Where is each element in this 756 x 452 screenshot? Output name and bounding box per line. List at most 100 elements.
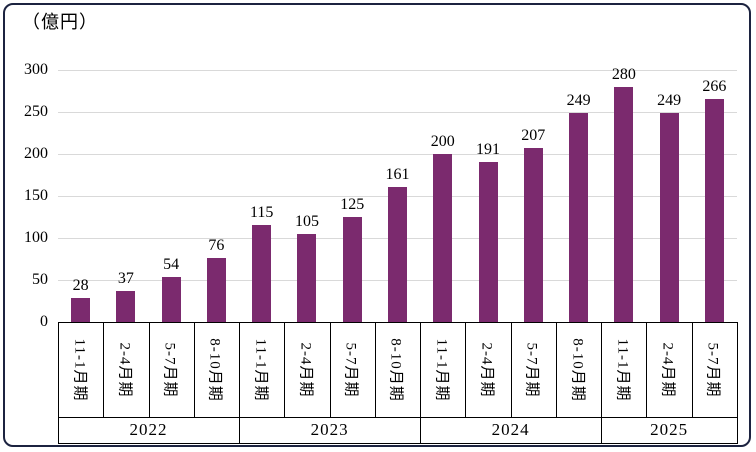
quarter-divider xyxy=(148,322,150,417)
year-divider xyxy=(737,417,738,443)
bar-10 xyxy=(478,161,498,322)
bar-1 xyxy=(71,298,91,322)
quarter-label: 11-1月期 xyxy=(433,338,450,401)
y-axis-unit-label: （億円） xyxy=(22,12,98,32)
bar-value-label-3: 54 xyxy=(163,255,180,273)
bar-value-label-1: 28 xyxy=(72,277,89,295)
quarter-label-cell-8: 8-10月期 xyxy=(375,322,420,417)
bar-value-label-14: 249 xyxy=(657,91,682,109)
quarter-label: 11-1月期 xyxy=(252,338,269,401)
quarter-divider xyxy=(646,322,648,417)
quarter-label: 5-7月期 xyxy=(704,342,721,397)
quarter-label: 2-4月期 xyxy=(659,342,676,397)
bar-11 xyxy=(523,148,543,322)
quarter-label-cell-2: 2-4月期 xyxy=(103,322,148,417)
quarter-label-cell-5: 11-1月期 xyxy=(239,322,284,417)
y-axis-tick-label-250: 250 xyxy=(24,103,48,120)
y-axis-tick-label-0: 0 xyxy=(40,313,48,330)
quarter-divider xyxy=(510,322,512,417)
quarter-label: 8-10月期 xyxy=(569,337,586,402)
gridline-200 xyxy=(58,154,737,155)
quarter-label: 8-10月期 xyxy=(206,337,223,402)
quarter-label: 11-1月期 xyxy=(71,338,88,401)
bar-3 xyxy=(161,276,181,322)
quarter-label-cell-10: 2-4月期 xyxy=(465,322,510,417)
quarter-label: 2-4月期 xyxy=(478,342,495,397)
quarter-label: 2-4月期 xyxy=(297,342,314,397)
quarter-label-cell-14: 2-4月期 xyxy=(646,322,691,417)
bar-5 xyxy=(252,225,272,322)
quarter-label: 8-10月期 xyxy=(387,337,404,402)
bar-4 xyxy=(206,258,226,322)
year-divider xyxy=(239,417,241,443)
quarter-divider xyxy=(58,322,59,417)
bar-14 xyxy=(659,112,679,322)
bar-value-label-6: 105 xyxy=(294,212,319,230)
quarter-divider xyxy=(555,322,557,417)
quarter-divider xyxy=(737,322,738,417)
bar-7 xyxy=(342,217,362,322)
bar-9 xyxy=(433,154,453,322)
bar-6 xyxy=(297,233,317,322)
quarter-label: 5-7月期 xyxy=(342,342,359,397)
quarter-label: 2-4月期 xyxy=(116,342,133,397)
quarter-label-cell-3: 5-7月期 xyxy=(149,322,194,417)
quarter-divider xyxy=(691,322,693,417)
quarter-divider xyxy=(193,322,195,417)
bar-value-label-4: 76 xyxy=(208,237,225,255)
quarter-divider xyxy=(465,322,467,417)
quarter-divider xyxy=(329,322,331,417)
bar-value-label-13: 280 xyxy=(611,65,636,83)
quarter-divider xyxy=(284,322,286,417)
bar-2 xyxy=(116,290,136,322)
year-divider xyxy=(601,417,603,443)
bar-value-label-12: 249 xyxy=(566,91,591,109)
quarter-divider xyxy=(420,322,422,417)
year-divider xyxy=(58,417,59,443)
quarter-label: 5-7月期 xyxy=(161,342,178,397)
bar-value-label-8: 161 xyxy=(385,165,410,183)
x-axis-line xyxy=(58,322,738,323)
year-label-cell-2022: 2022 xyxy=(129,420,168,439)
quarter-label-cell-1: 11-1月期 xyxy=(58,322,103,417)
bar-value-label-15: 266 xyxy=(702,77,727,95)
year-divider xyxy=(420,417,422,443)
bar-value-label-9: 200 xyxy=(430,133,455,150)
y-axis-tick-label-200: 200 xyxy=(24,145,48,162)
quarter-label-cell-7: 5-7月期 xyxy=(330,322,375,417)
quarter-label: 11-1月期 xyxy=(614,338,631,401)
bar-value-label-5: 115 xyxy=(249,204,274,222)
row-separator-line xyxy=(58,417,738,418)
quarter-label-cell-4: 8-10月期 xyxy=(194,322,239,417)
bar-12 xyxy=(569,112,589,322)
quarter-divider xyxy=(374,322,376,417)
quarter-label-cell-6: 2-4月期 xyxy=(284,322,329,417)
gridline-300 xyxy=(58,70,737,71)
quarter-divider xyxy=(239,322,241,417)
quarter-label-cell-15: 5-7月期 xyxy=(692,322,737,417)
bar-value-label-11: 207 xyxy=(521,127,546,145)
quarter-label-cell-9: 11-1月期 xyxy=(420,322,465,417)
table-bottom-line xyxy=(58,443,738,444)
y-axis-tick-label-300: 300 xyxy=(24,61,48,78)
quarter-divider xyxy=(601,322,603,417)
bar-value-label-10: 191 xyxy=(476,140,501,158)
y-axis-tick-label-100: 100 xyxy=(24,229,48,246)
quarter-label-cell-13: 11-1月期 xyxy=(601,322,646,417)
quarter-label-cell-12: 8-10月期 xyxy=(556,322,601,417)
y-axis-tick-label-50: 50 xyxy=(32,271,48,288)
bar-15 xyxy=(704,98,724,322)
quarter-divider xyxy=(103,322,105,417)
y-axis-tick-label-150: 150 xyxy=(24,187,48,204)
year-label-cell-2025: 2025 xyxy=(650,420,689,439)
bar-value-label-7: 125 xyxy=(340,196,365,213)
gridline-250 xyxy=(58,112,737,113)
quarter-label: 5-7月期 xyxy=(523,342,540,397)
bar-value-label-2: 37 xyxy=(117,269,134,287)
year-label-cell-2023: 2023 xyxy=(310,420,349,439)
year-label-cell-2024: 2024 xyxy=(491,420,530,439)
bar-8 xyxy=(388,186,407,322)
bar-13 xyxy=(614,86,634,322)
quarter-label-cell-11: 5-7月期 xyxy=(511,322,556,417)
